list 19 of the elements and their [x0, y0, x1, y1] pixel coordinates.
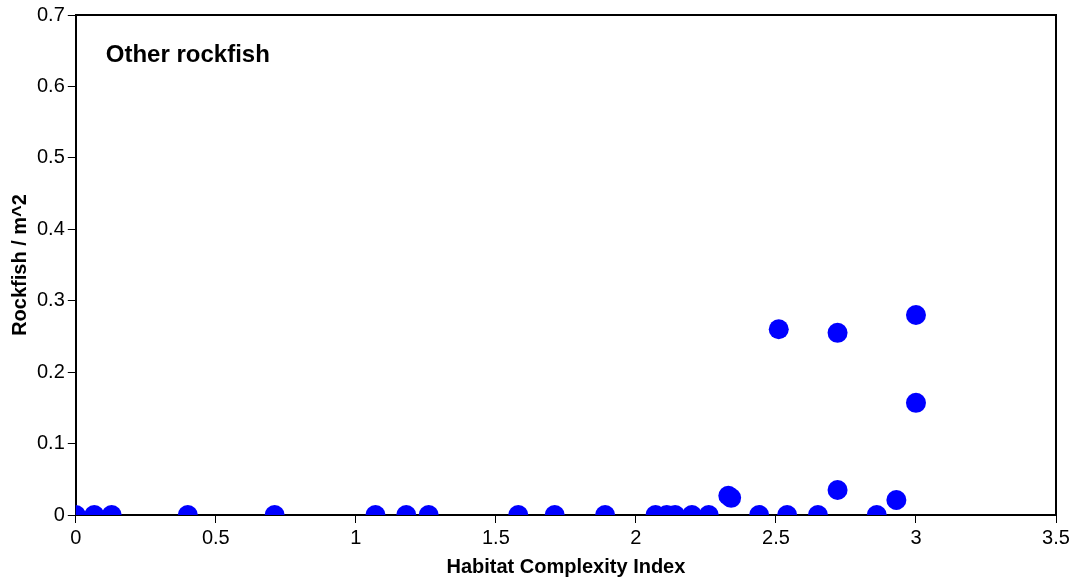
y-tick-label: 0.5	[36, 145, 65, 168]
y-tick-label: 0.2	[36, 359, 65, 382]
x-tick-label: 3	[910, 525, 922, 548]
x-tick-label: 0.5	[201, 525, 230, 548]
x-tick-label: 1.5	[481, 525, 510, 548]
x-axis-title: Habitat Complexity Index	[446, 554, 686, 577]
text: Other rockfish	[105, 39, 270, 67]
x-tick-label: 2.5	[762, 525, 790, 548]
y-tick-label: 0	[53, 502, 65, 525]
x-tick-label: 0	[70, 525, 82, 548]
y-tick-label: 0.3	[36, 288, 65, 311]
x-tick-label: 3.5	[1042, 525, 1070, 548]
y-tick-label: 0.7	[36, 2, 65, 25]
y-axis-title: Rockfish / m^2	[7, 194, 30, 336]
x-tick-label: 2	[630, 525, 642, 548]
y-tick-label: 0.4	[36, 216, 65, 239]
y-tick-label: 0.6	[36, 73, 65, 96]
x-tick-label: 1	[350, 525, 362, 548]
y-tick-label: 0.1	[36, 431, 65, 454]
